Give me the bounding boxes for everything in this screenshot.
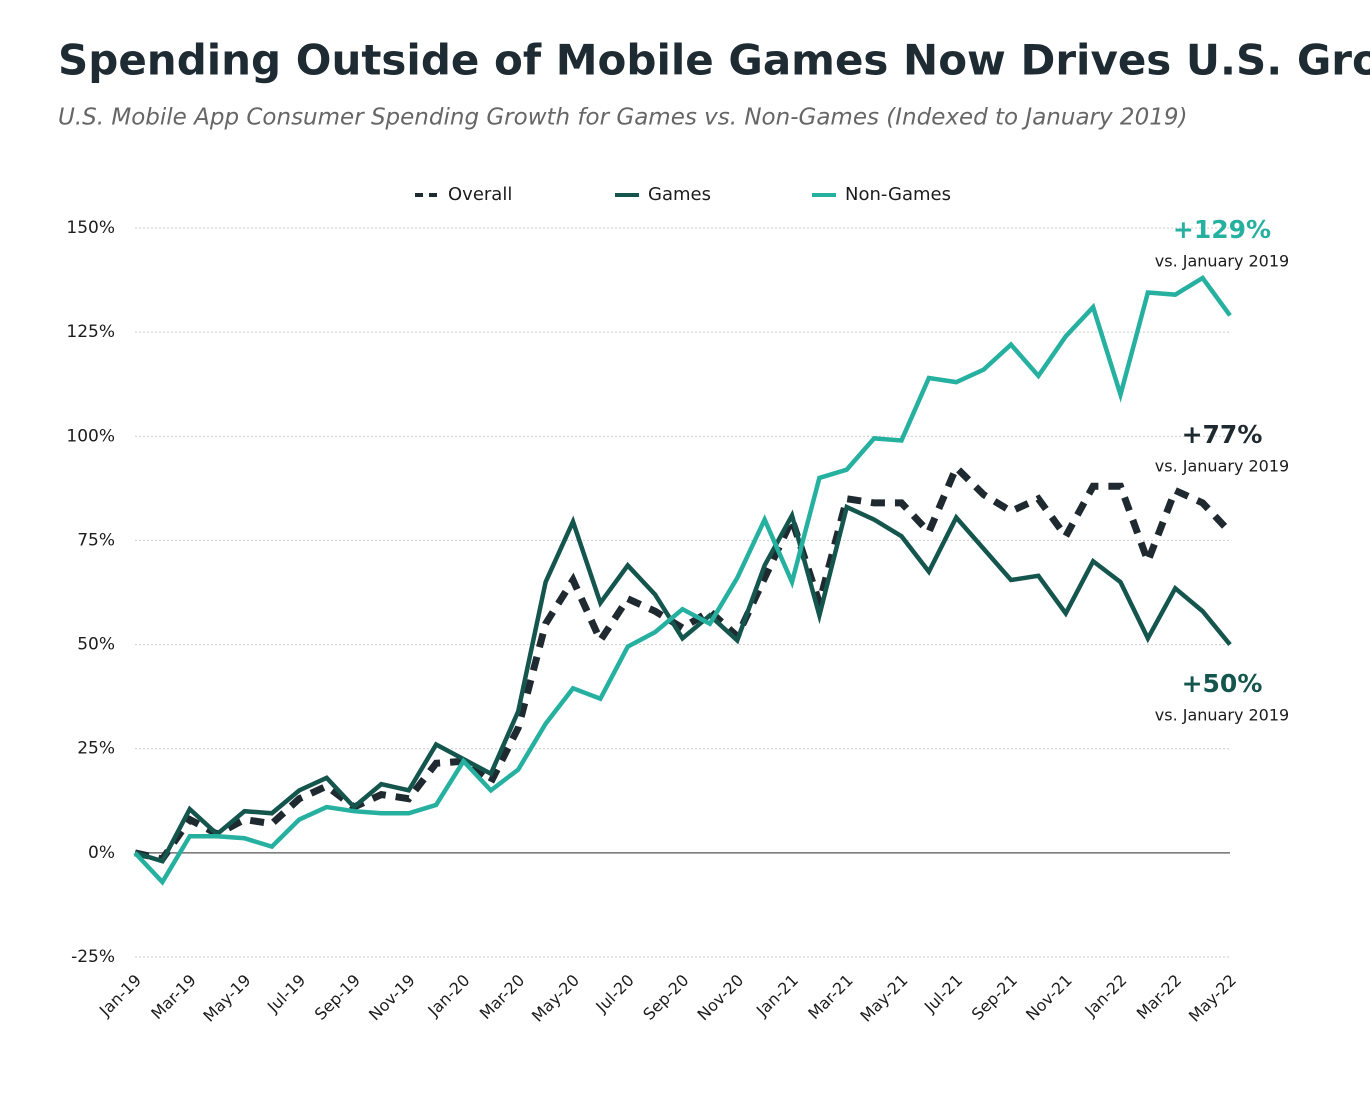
chart-title: Spending Outside of Mobile Games Now Dri… bbox=[58, 36, 1370, 85]
x-tick-label: Nov-21 bbox=[1022, 971, 1076, 1025]
end-note: vs. January 2019 bbox=[1155, 252, 1289, 271]
x-tick-label: Mar-22 bbox=[1133, 971, 1186, 1024]
end-note: vs. January 2019 bbox=[1155, 706, 1289, 725]
legend-label: Games bbox=[648, 184, 711, 205]
x-tick-label: Jan-22 bbox=[1080, 971, 1130, 1021]
x-tick-label: Jul-20 bbox=[591, 971, 637, 1017]
y-tick-label: 150% bbox=[66, 218, 115, 238]
legend-label: Overall bbox=[448, 184, 512, 205]
y-tick-label: 25% bbox=[77, 739, 115, 759]
x-tick-label: Sep-19 bbox=[311, 971, 364, 1024]
x-tick-label: May-22 bbox=[1185, 971, 1240, 1026]
y-tick-label: 125% bbox=[66, 322, 115, 342]
series-line bbox=[134, 503, 1232, 864]
x-tick-label: Jan-21 bbox=[752, 971, 802, 1021]
y-tick-label: 50% bbox=[77, 635, 115, 655]
x-tick-label: Sep-21 bbox=[968, 971, 1021, 1024]
x-tick-label: May-20 bbox=[528, 971, 583, 1026]
x-tick-label: Sep-20 bbox=[639, 971, 692, 1024]
end-note: vs. January 2019 bbox=[1155, 457, 1289, 476]
y-tick-label: -25% bbox=[71, 947, 115, 967]
x-tick-label: May-19 bbox=[199, 971, 254, 1026]
x-tick-label: Mar-21 bbox=[804, 971, 857, 1024]
series-line bbox=[133, 274, 1232, 886]
x-tick-label: Jul-21 bbox=[920, 971, 966, 1017]
y-tick-label: 75% bbox=[77, 530, 115, 550]
end-label: +129% bbox=[1173, 215, 1271, 244]
x-tick-label: Jan-19 bbox=[95, 971, 145, 1021]
x-tick-label: Jul-19 bbox=[263, 971, 309, 1017]
x-tick-label: Nov-19 bbox=[365, 971, 419, 1025]
y-tick-label: 0% bbox=[88, 843, 115, 863]
x-tick-label: Jan-20 bbox=[423, 971, 473, 1021]
x-tick-label: Mar-20 bbox=[476, 971, 529, 1024]
series-line bbox=[134, 461, 1233, 864]
chart-subtitle: U.S. Mobile App Consumer Spending Growth… bbox=[58, 105, 1187, 131]
x-tick-label: Mar-19 bbox=[147, 971, 200, 1024]
y-tick-label: 100% bbox=[66, 426, 115, 446]
end-label: +50% bbox=[1182, 669, 1263, 698]
legend-label: Non-Games bbox=[845, 184, 951, 205]
end-label: +77% bbox=[1182, 420, 1263, 449]
x-tick-label: May-21 bbox=[856, 971, 911, 1026]
x-tick-label: Nov-20 bbox=[694, 971, 748, 1025]
